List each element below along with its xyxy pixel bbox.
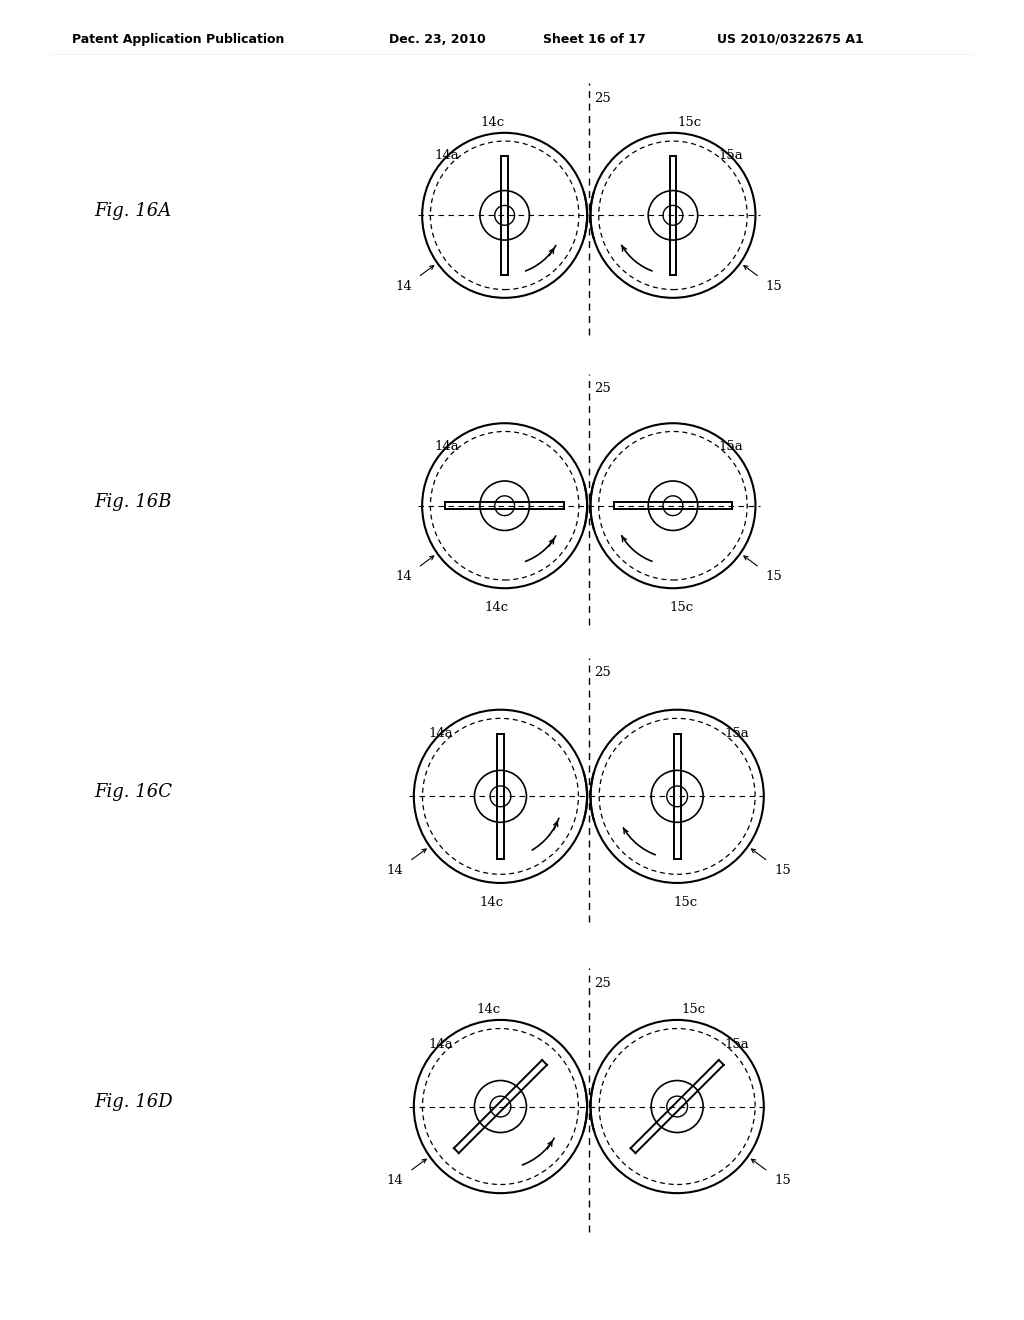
Text: 15a: 15a — [718, 440, 743, 453]
Text: 14: 14 — [395, 570, 413, 583]
Text: 14c: 14c — [484, 601, 509, 614]
Text: 14: 14 — [387, 1173, 403, 1187]
Text: 15c: 15c — [669, 601, 693, 614]
Text: 25: 25 — [594, 91, 610, 104]
Text: 14c: 14c — [479, 896, 504, 909]
Text: 15c: 15c — [677, 116, 701, 129]
Text: Fig. 16A: Fig. 16A — [94, 202, 172, 220]
Text: Sheet 16 of 17: Sheet 16 of 17 — [543, 33, 645, 46]
Text: 15: 15 — [765, 280, 782, 293]
Text: Fig. 16B: Fig. 16B — [94, 492, 172, 511]
Text: 15: 15 — [774, 1173, 791, 1187]
Text: 14a: 14a — [434, 440, 460, 453]
Text: US 2010/0322675 A1: US 2010/0322675 A1 — [717, 33, 863, 46]
Text: Dec. 23, 2010: Dec. 23, 2010 — [389, 33, 485, 46]
Text: 15a: 15a — [725, 727, 750, 741]
Text: 15: 15 — [774, 863, 791, 876]
Text: 15a: 15a — [718, 149, 743, 162]
Text: Fig. 16C: Fig. 16C — [94, 783, 172, 801]
Text: 14: 14 — [387, 863, 403, 876]
Text: 14c: 14c — [480, 116, 505, 129]
Text: Patent Application Publication: Patent Application Publication — [72, 33, 284, 46]
Text: 25: 25 — [594, 977, 610, 990]
Text: 14a: 14a — [434, 149, 460, 162]
Text: 15c: 15c — [682, 1003, 706, 1015]
Text: 15c: 15c — [674, 896, 698, 909]
Text: Fig. 16D: Fig. 16D — [94, 1093, 172, 1111]
Text: 15a: 15a — [725, 1038, 750, 1051]
Text: 14a: 14a — [428, 727, 453, 741]
Text: 25: 25 — [594, 667, 610, 680]
Text: 14c: 14c — [476, 1003, 501, 1015]
Text: 14a: 14a — [428, 1038, 453, 1051]
Text: 25: 25 — [594, 381, 610, 395]
Text: 15: 15 — [765, 570, 782, 583]
Text: 14: 14 — [395, 280, 413, 293]
